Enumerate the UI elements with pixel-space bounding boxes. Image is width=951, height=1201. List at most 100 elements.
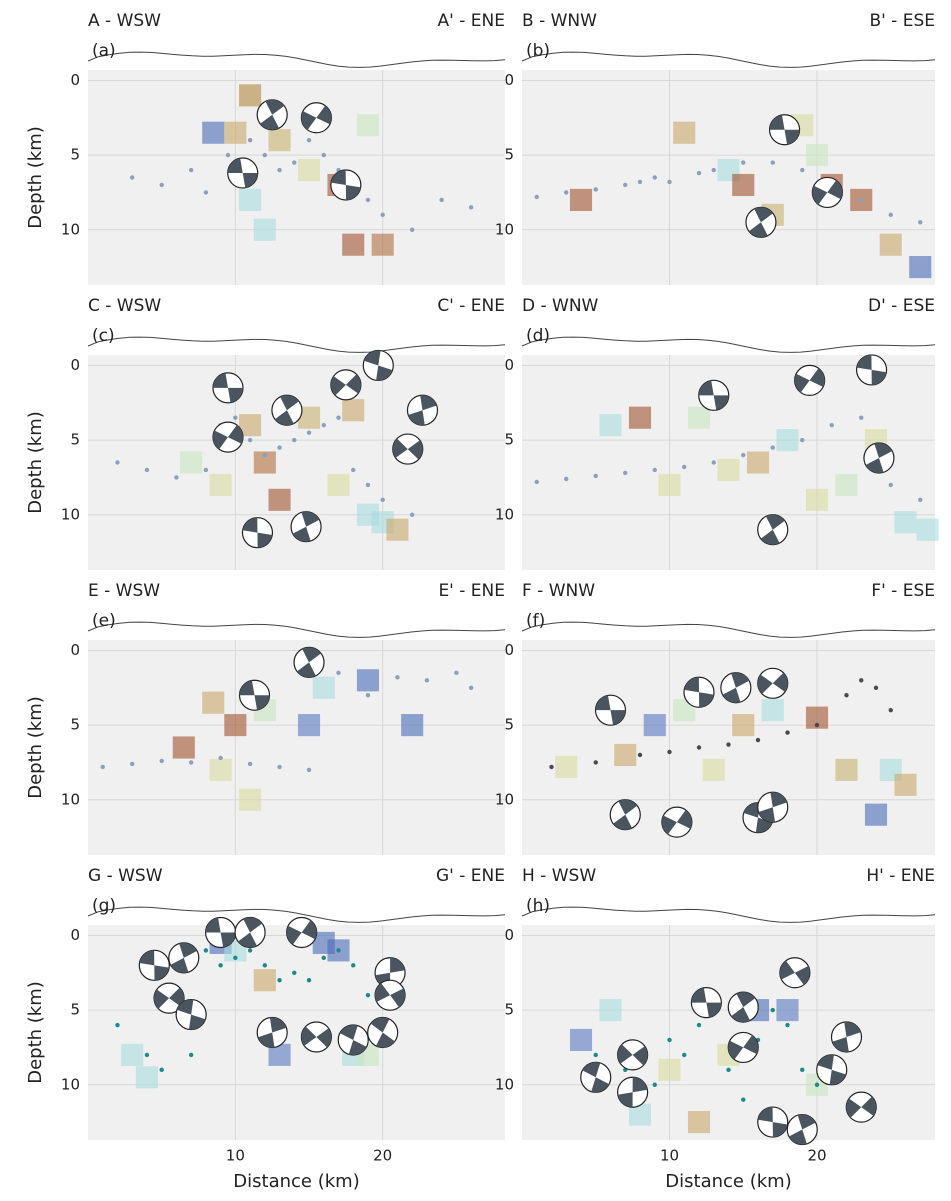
focal-mechanism bbox=[812, 177, 842, 207]
event bbox=[859, 198, 863, 202]
focal-mechanism bbox=[301, 1022, 331, 1052]
focal-mechanism bbox=[301, 103, 331, 133]
event bbox=[785, 730, 789, 734]
event bbox=[682, 465, 686, 469]
cell bbox=[599, 414, 621, 436]
cell bbox=[835, 759, 857, 781]
cell bbox=[357, 114, 379, 136]
panel-title-left: C - WSW bbox=[88, 296, 161, 316]
cell bbox=[894, 511, 916, 533]
panel-background bbox=[88, 605, 505, 855]
event bbox=[785, 1023, 789, 1027]
event bbox=[653, 1083, 657, 1087]
event bbox=[771, 445, 775, 449]
panel-label: (h) bbox=[526, 896, 550, 916]
event bbox=[638, 180, 642, 184]
focal-mechanism bbox=[338, 1025, 368, 1055]
focal-mechanism bbox=[864, 443, 894, 473]
focal-mechanism bbox=[363, 350, 393, 380]
focal-mechanism bbox=[235, 917, 265, 947]
cell bbox=[239, 189, 261, 211]
cell bbox=[269, 489, 291, 511]
focal-mechanism bbox=[331, 170, 361, 200]
y-tick-label: 5 bbox=[504, 1001, 514, 1019]
event bbox=[277, 445, 281, 449]
event bbox=[226, 153, 230, 157]
event bbox=[756, 738, 760, 742]
cell bbox=[917, 519, 939, 541]
focal-mechanism bbox=[758, 792, 788, 822]
cell bbox=[658, 1059, 680, 1081]
event bbox=[366, 198, 370, 202]
cell bbox=[688, 407, 710, 429]
focal-mechanism bbox=[407, 395, 437, 425]
event bbox=[322, 153, 326, 157]
event bbox=[859, 416, 863, 420]
event bbox=[218, 756, 222, 760]
event bbox=[889, 213, 893, 217]
event bbox=[623, 183, 627, 187]
focal-mechanism bbox=[662, 807, 692, 837]
cell bbox=[239, 789, 261, 811]
x-tick-label: 20 bbox=[373, 1147, 392, 1165]
panel-title-left: H - WSW bbox=[522, 866, 596, 886]
event bbox=[366, 993, 370, 997]
event bbox=[204, 948, 208, 952]
event bbox=[366, 483, 370, 487]
y-axis-label: Depth (km) bbox=[25, 411, 46, 514]
event bbox=[741, 453, 745, 457]
x-tick-label: 20 bbox=[807, 1147, 826, 1165]
panel-label: (a) bbox=[92, 41, 116, 61]
event bbox=[918, 498, 922, 502]
event bbox=[204, 468, 208, 472]
cell bbox=[747, 451, 769, 473]
event bbox=[248, 948, 252, 952]
event bbox=[594, 474, 598, 478]
cell bbox=[762, 699, 784, 721]
event bbox=[292, 160, 296, 164]
panel-title-left: E - WSW bbox=[88, 581, 160, 601]
cell bbox=[269, 129, 291, 151]
cell bbox=[357, 669, 379, 691]
y-tick-label: 10 bbox=[61, 790, 80, 808]
event bbox=[726, 1068, 730, 1072]
event bbox=[248, 762, 252, 766]
y-tick-label: 5 bbox=[70, 431, 80, 449]
focal-mechanism bbox=[795, 365, 825, 395]
cell bbox=[776, 999, 798, 1021]
event bbox=[564, 190, 568, 194]
focal-mechanism bbox=[832, 1022, 862, 1052]
event bbox=[667, 750, 671, 754]
cell bbox=[298, 714, 320, 736]
event bbox=[469, 205, 473, 209]
event bbox=[307, 430, 311, 434]
cell bbox=[239, 84, 261, 106]
cell bbox=[865, 804, 887, 826]
event bbox=[535, 195, 539, 199]
cell bbox=[644, 714, 666, 736]
focal-mechanism bbox=[618, 1040, 648, 1070]
event bbox=[233, 416, 237, 420]
y-tick-label: 0 bbox=[70, 926, 80, 944]
event bbox=[771, 160, 775, 164]
event bbox=[351, 963, 355, 967]
event bbox=[248, 438, 252, 442]
panel-title-right: B' - ESE bbox=[869, 11, 935, 31]
panel-title-left: G - WSW bbox=[88, 866, 163, 886]
event bbox=[830, 423, 834, 427]
event bbox=[277, 765, 281, 769]
event bbox=[174, 475, 178, 479]
event bbox=[844, 693, 848, 697]
event bbox=[653, 468, 657, 472]
focal-mechanism bbox=[242, 518, 272, 548]
event bbox=[159, 759, 163, 763]
y-tick-label: 0 bbox=[504, 641, 514, 659]
cell bbox=[806, 489, 828, 511]
page: {"chart_data": [ {"type": "scatter", "ti… bbox=[0, 0, 951, 1201]
focal-mechanism bbox=[596, 695, 626, 725]
event bbox=[454, 671, 458, 675]
focal-mechanism bbox=[139, 950, 169, 980]
y-tick-label: 5 bbox=[70, 146, 80, 164]
focal-mechanism bbox=[272, 395, 302, 425]
focal-mechanism bbox=[176, 1000, 206, 1030]
